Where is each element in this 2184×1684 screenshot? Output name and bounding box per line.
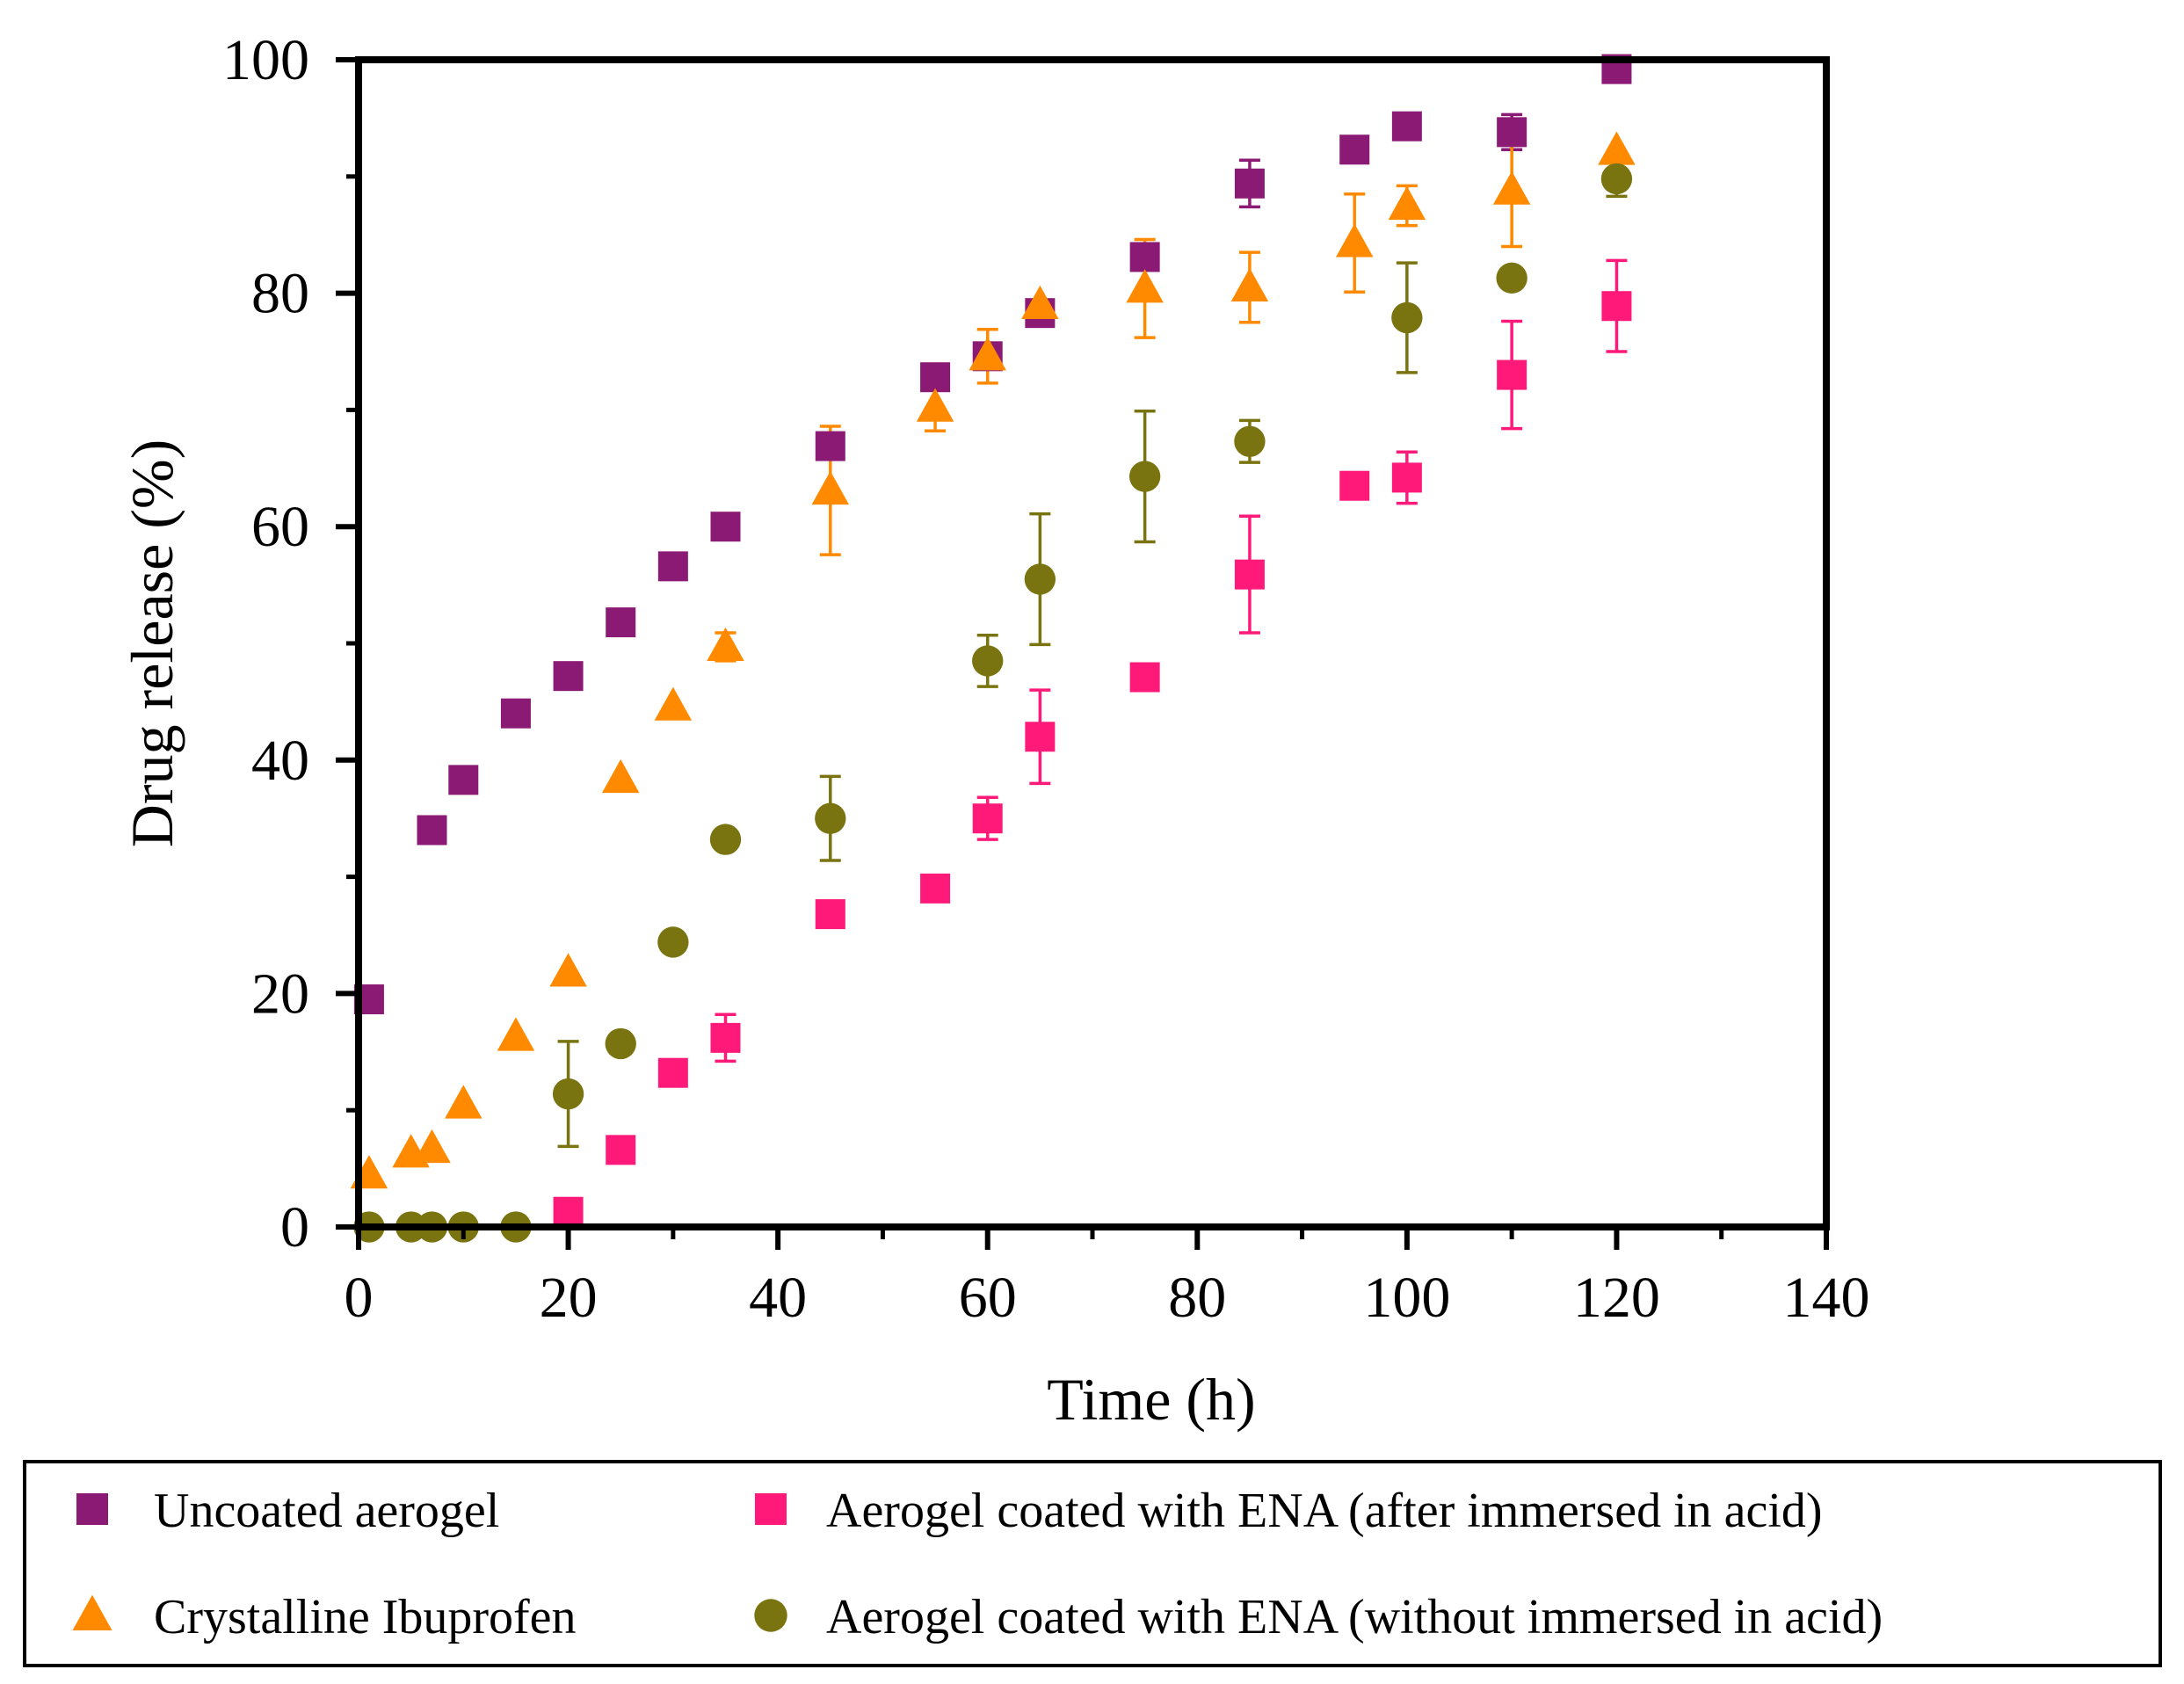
legend-square-marker <box>76 1493 108 1525</box>
y-tick-label: 0 <box>280 1195 309 1259</box>
square-marker <box>1391 462 1422 493</box>
square-marker <box>1025 722 1056 752</box>
error-bars <box>557 113 1628 1149</box>
circle-marker <box>1496 262 1527 294</box>
legend-circle-marker <box>754 1599 787 1632</box>
square-marker <box>1339 134 1370 165</box>
x-tick-label: 100 <box>1363 1266 1450 1330</box>
triangle-marker <box>969 337 1006 371</box>
square-marker <box>500 698 531 729</box>
y-tick-label: 80 <box>251 262 309 326</box>
triangle-marker <box>1230 267 1269 302</box>
square-marker <box>972 803 1003 834</box>
legend-triangle-marker <box>72 1594 112 1631</box>
square-marker <box>657 551 688 582</box>
circle-marker <box>1600 163 1633 195</box>
triangle-marker <box>707 627 744 662</box>
legend-label: Aerogel coated with ENA (without immerse… <box>826 1590 1883 1644</box>
plot-frame <box>355 56 1830 1230</box>
triangle-marker <box>445 1085 483 1119</box>
square-marker <box>710 1022 741 1053</box>
triangle-marker <box>654 686 693 721</box>
square-marker <box>920 362 951 393</box>
triangle-marker <box>1492 171 1531 205</box>
y-tick-label: 20 <box>251 962 309 1026</box>
triangle-marker <box>549 953 587 987</box>
square-marker <box>815 899 845 930</box>
x-axis-title: Time (h) <box>1047 1366 1255 1433</box>
y-tick-label: 100 <box>222 28 309 92</box>
circle-marker <box>1024 563 1056 595</box>
triangle-marker <box>497 1017 535 1051</box>
square-marker <box>920 873 951 904</box>
triangle-marker <box>1335 223 1374 258</box>
circle-marker <box>657 926 689 958</box>
square-marker <box>1339 470 1370 501</box>
circle-marker <box>552 1078 584 1110</box>
circle-marker <box>1234 425 1266 457</box>
x-tick-label: 40 <box>749 1266 807 1330</box>
legend-label: Aerogel coated with ENA (after immersed … <box>826 1484 1823 1538</box>
square-marker <box>1391 111 1422 142</box>
legend-square-marker <box>755 1493 787 1525</box>
square-marker <box>1129 662 1160 693</box>
square-marker <box>1601 291 1632 322</box>
square-marker <box>1234 168 1265 199</box>
x-tick-label: 140 <box>1783 1266 1870 1330</box>
legend-box <box>23 1460 2162 1667</box>
triangle-marker <box>811 470 850 505</box>
y-tick-labels: 0 20 40 60 80 100 <box>222 28 309 1259</box>
circle-marker <box>1391 301 1423 334</box>
x-tick-label: 20 <box>540 1266 598 1330</box>
circle-marker <box>815 802 846 834</box>
square-marker <box>657 1057 688 1088</box>
data-markers <box>350 54 1636 1243</box>
y-axis-title: Drug release (%) <box>119 439 185 847</box>
square-marker <box>1129 242 1160 272</box>
square-marker <box>710 512 741 542</box>
triangle-marker <box>1021 285 1059 319</box>
axis-ticks <box>336 57 1829 1250</box>
square-marker <box>815 431 845 461</box>
y-tick-label: 40 <box>251 729 309 793</box>
triangle-marker <box>1388 185 1426 221</box>
legend-label: Crystalline Ibuprofen <box>154 1590 577 1644</box>
square-marker <box>1234 559 1265 590</box>
circle-marker <box>709 824 742 855</box>
x-tick-label: 120 <box>1573 1266 1660 1330</box>
triangle-marker <box>1126 269 1164 303</box>
x-tick-label: 80 <box>1168 1266 1226 1330</box>
square-marker <box>606 1135 636 1165</box>
x-tick-label: 0 <box>345 1266 374 1330</box>
circle-marker <box>1128 461 1161 492</box>
triangle-marker <box>916 388 954 422</box>
square-marker <box>448 765 479 795</box>
x-tick-labels: 0 20 40 60 80 100 120 140 <box>345 1266 1870 1330</box>
circle-marker <box>972 645 1004 677</box>
square-marker <box>553 661 584 692</box>
square-marker <box>606 607 636 638</box>
square-marker <box>417 815 447 846</box>
triangle-marker <box>1598 131 1636 165</box>
y-tick-label: 60 <box>251 495 309 559</box>
triangle-marker <box>413 1129 451 1164</box>
square-marker <box>1497 117 1527 148</box>
x-tick-label: 60 <box>959 1266 1017 1330</box>
triangle-marker <box>601 759 640 794</box>
square-marker <box>553 1196 584 1227</box>
circle-marker <box>605 1027 636 1060</box>
legend-label: Uncoated aerogel <box>154 1484 499 1538</box>
square-marker <box>1497 359 1527 390</box>
legend: Uncoated aerogel Crystalline Ibuprofen Aer… <box>23 1460 2162 1667</box>
